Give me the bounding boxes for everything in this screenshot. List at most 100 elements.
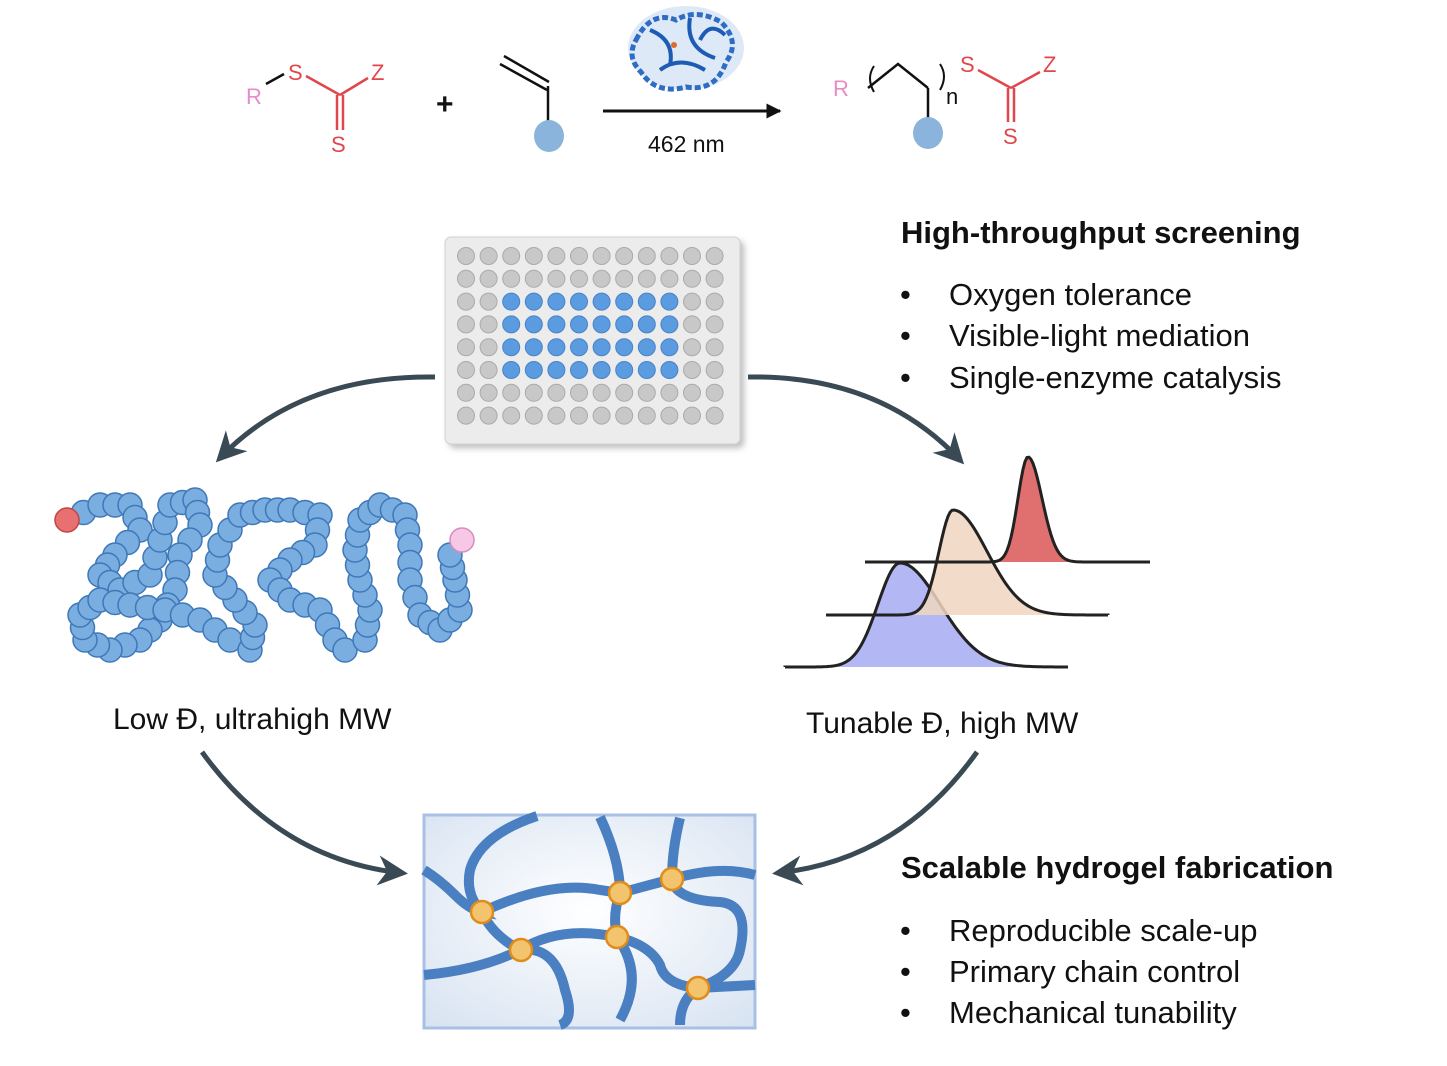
filled-well (592, 315, 611, 334)
empty-well (457, 315, 475, 334)
arrow-from-low-dispersity (199, 750, 408, 886)
thione-sulfur-label: S (1003, 124, 1018, 149)
hydrogel-section: Scalable hydrogel fabrication • Reproduc… (900, 850, 1333, 1030)
empty-well (457, 406, 475, 425)
filled-well (592, 361, 611, 379)
monomer (499, 54, 564, 152)
empty-well (705, 247, 724, 265)
bullet-icon: • (900, 318, 911, 353)
bullet-icon: • (900, 277, 911, 312)
r-group-label: R (246, 84, 262, 109)
empty-well (660, 247, 679, 265)
low-dispersity-label: Low Đ, ultrahigh MW (113, 703, 392, 736)
empty-well (660, 383, 679, 402)
bullet-icon: • (900, 954, 911, 989)
empty-well (547, 406, 566, 425)
filled-well (524, 338, 543, 357)
enzyme-protein-icon (628, 6, 744, 92)
filled-well (502, 292, 521, 311)
hydrogel-bullet: Mechanical tunability (949, 995, 1237, 1030)
filled-well (570, 315, 588, 334)
filled-well (547, 315, 566, 334)
hydrogel-bullet: Primary chain control (949, 954, 1240, 989)
empty-well (683, 315, 701, 334)
product-polymer: R n S Z S (833, 52, 1056, 149)
filled-well (615, 361, 634, 379)
screening-bullet: Oxygen tolerance (949, 277, 1192, 312)
empty-well (660, 269, 679, 288)
empty-well (457, 247, 475, 265)
filled-well (502, 361, 521, 379)
flow-arrows (199, 374, 980, 886)
empty-well (592, 269, 611, 288)
crosslink-node (604, 924, 630, 950)
chain-end-bead-red (54, 507, 80, 533)
empty-well (479, 361, 498, 379)
filled-well (502, 315, 521, 334)
well-plate (444, 236, 741, 445)
empty-well (570, 383, 588, 402)
filled-well (615, 292, 634, 311)
empty-well (683, 383, 701, 402)
thione-sulfur-label: S (331, 132, 346, 157)
empty-well (660, 406, 679, 425)
filled-well (570, 292, 588, 311)
empty-well (637, 269, 656, 288)
empty-well (683, 338, 701, 357)
tunable-dispersity-label: Tunable Đ, high MW (806, 707, 1079, 740)
screening-bullet: Single-enzyme catalysis (949, 360, 1282, 395)
empty-well (457, 338, 475, 357)
empty-well (524, 269, 543, 288)
filled-well (547, 361, 566, 379)
filled-well (615, 315, 634, 334)
gpc-peak-blue (785, 561, 1069, 669)
filled-well (615, 338, 634, 357)
empty-well (705, 406, 724, 425)
empty-well (637, 406, 656, 425)
filled-well (524, 315, 543, 334)
screening-section: High-throughput screening • Oxygen toler… (900, 215, 1301, 395)
crosslink-node (508, 937, 534, 963)
filled-well (524, 292, 543, 311)
empty-well (637, 247, 656, 265)
empty-well (637, 383, 656, 402)
hydrogel-bullet: Reproducible scale-up (949, 913, 1257, 948)
arrow-to-tunable-dispersity (747, 374, 965, 465)
empty-well (457, 383, 475, 402)
cta-molecule: R S Z S (246, 60, 384, 157)
filled-well (524, 361, 543, 379)
empty-well (547, 383, 566, 402)
empty-well (457, 269, 475, 288)
empty-well (683, 247, 701, 265)
empty-well (502, 406, 521, 425)
arrow-to-low-dispersity (215, 374, 436, 463)
polymer-chain-beads (54, 487, 475, 663)
empty-well (524, 247, 543, 265)
filled-well (547, 338, 566, 357)
empty-well (547, 269, 566, 288)
empty-well (615, 383, 634, 402)
chain-end-bead-pink (449, 527, 475, 553)
empty-well (502, 383, 521, 402)
empty-well (479, 383, 498, 402)
empty-well (615, 406, 634, 425)
empty-well (570, 406, 588, 425)
monomer-side-group-icon (913, 117, 943, 149)
empty-well (615, 247, 634, 265)
monomer-bead (332, 637, 358, 663)
screening-title: High-throughput screening (901, 215, 1301, 250)
empty-well (592, 383, 611, 402)
hydrogel-title: Scalable hydrogel fabrication (901, 850, 1333, 885)
empty-well (502, 269, 521, 288)
repeat-unit-n: n (946, 84, 958, 109)
arrow-from-tunable-dispersity (772, 750, 980, 886)
empty-well (457, 361, 475, 379)
empty-well (683, 269, 701, 288)
screening-bullet: Visible-light mediation (949, 318, 1250, 353)
z-group-label: Z (371, 60, 384, 85)
empty-well (683, 361, 701, 379)
empty-well (479, 247, 498, 265)
filled-well (660, 292, 679, 311)
